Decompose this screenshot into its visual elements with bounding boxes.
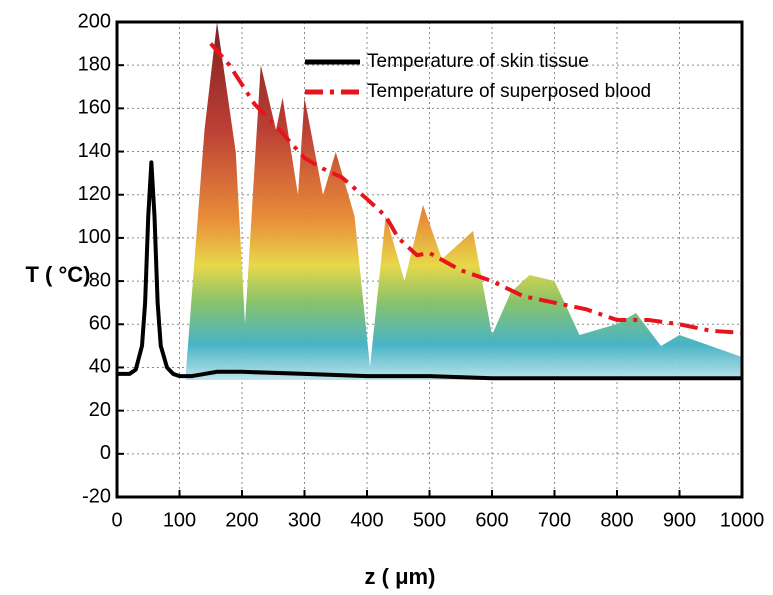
y-tick-label: 80 [89, 269, 111, 291]
y-tick-label: 120 [78, 183, 111, 205]
x-tick-label: 600 [475, 509, 508, 531]
x-tick-label: 700 [538, 509, 571, 531]
x-tick-label: 0 [111, 509, 122, 531]
y-tick-label: 20 [89, 399, 111, 421]
x-tick-label: 800 [600, 509, 633, 531]
y-tick-label: 140 [78, 140, 111, 162]
surface-decoration [185, 22, 742, 380]
x-tick-label: 200 [225, 509, 258, 531]
series-line [209, 42, 743, 335]
x-tick-label: 1000 [720, 509, 765, 531]
x-tick-label: 400 [350, 509, 383, 531]
y-axis-label: T ( °C) [25, 262, 90, 287]
y-tick-label: 40 [89, 356, 111, 378]
y-tick-label: -20 [82, 485, 111, 507]
y-tick-label: 100 [78, 226, 111, 248]
y-tick-label: 200 [78, 10, 111, 32]
y-tick-label: 180 [78, 53, 111, 75]
legend-label: Temperature of superposed blood [367, 81, 651, 102]
y-tick-label: 60 [89, 313, 111, 335]
x-tick-label: 900 [663, 509, 696, 531]
x-tick-label: 300 [288, 509, 321, 531]
y-tick-label: 160 [78, 97, 111, 119]
x-axis-label: z ( μm) [365, 564, 436, 589]
y-tick-label: 0 [100, 442, 111, 464]
x-tick-label: 100 [163, 509, 196, 531]
series-line [117, 160, 742, 381]
x-tick-label: 500 [413, 509, 446, 531]
legend-label: Temperature of skin tissue [367, 51, 589, 72]
